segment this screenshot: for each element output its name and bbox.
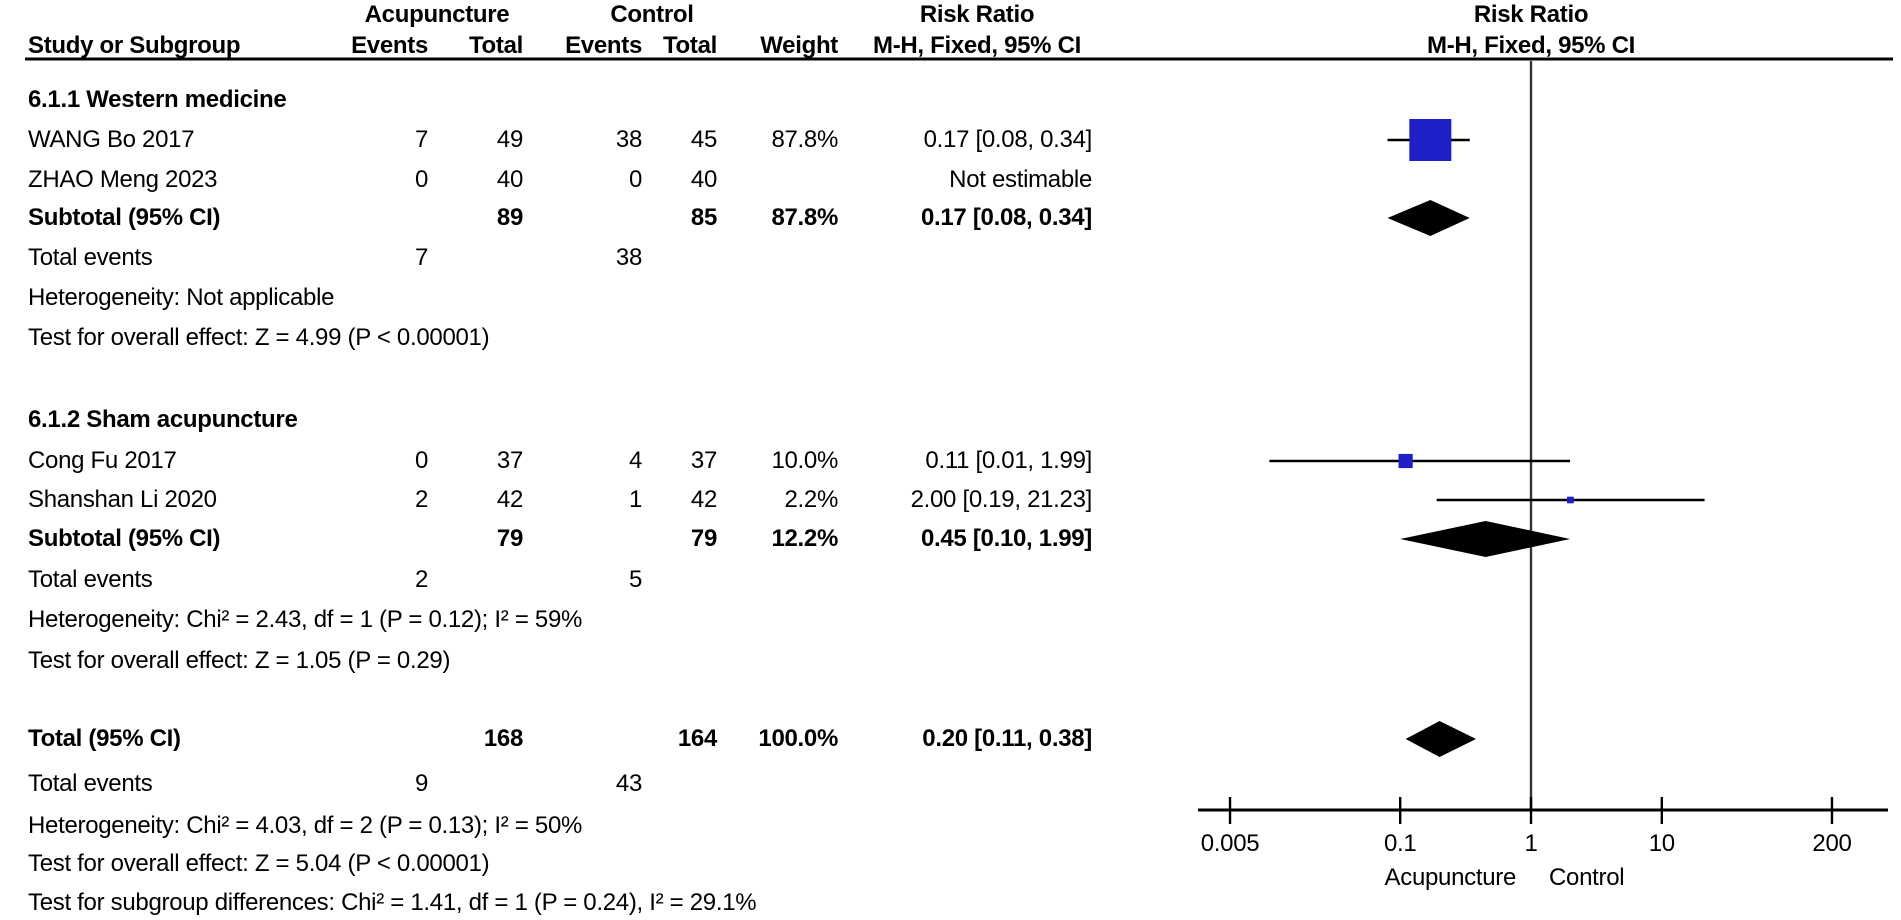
- total-control-cell: 45: [690, 126, 717, 153]
- ci-text-cell: 0.17 [0.08, 0.34]: [920, 204, 1092, 231]
- axis-tick-label: 0.005: [1200, 830, 1260, 857]
- effect-measure-header-plot: Risk Ratio: [1473, 1, 1589, 28]
- events-control-cell: 0: [628, 166, 642, 193]
- total-events-label: Total events: [28, 244, 153, 271]
- events-control-cell: 43: [615, 770, 642, 797]
- total-label: Total (95% CI): [28, 725, 181, 752]
- subtotal-label: Subtotal (95% CI): [28, 204, 221, 231]
- effect-square: [1409, 119, 1452, 161]
- subgroup-heading: 6.1.1 Western medicine: [28, 86, 287, 113]
- total-acupuncture-cell: 89: [496, 204, 523, 231]
- ci-text-cell: 0.20 [0.11, 0.38]: [922, 725, 1092, 752]
- effect-measure-header-left: Risk Ratio: [919, 1, 1035, 28]
- study-name: Cong Fu 2017: [28, 447, 177, 474]
- ci-text-cell: 2.00 [0.19, 21.23]: [910, 486, 1093, 513]
- pooled-diamond: [1400, 521, 1571, 557]
- effect-square: [1398, 453, 1413, 469]
- analysis-note: Heterogeneity: Not applicable: [28, 284, 335, 311]
- analysis-note: Test for overall effect: Z = 1.05 (P = 0…: [28, 647, 451, 674]
- analysis-note: Test for overall effect: Z = 4.99 (P < 0…: [28, 324, 490, 351]
- events-acupuncture-cell: 0: [414, 447, 428, 474]
- column-header-study: Study or Subgroup: [28, 32, 241, 59]
- axis-tick-label: 1: [1524, 830, 1538, 857]
- events-control-cell: 5: [628, 566, 642, 593]
- axis-tick-label: 200: [1812, 830, 1852, 857]
- analysis-note: Test for subgroup differences: Chi² = 1.…: [28, 889, 757, 916]
- analysis-note: Heterogeneity: Chi² = 4.03, df = 2 (P = …: [28, 812, 583, 839]
- subtotal-label: Subtotal (95% CI): [28, 525, 221, 552]
- column-group-header-acupuncture: Acupuncture: [364, 1, 510, 28]
- analysis-note: Heterogeneity: Chi² = 2.43, df = 1 (P = …: [28, 606, 583, 633]
- events-acupuncture-cell: 7: [414, 126, 428, 153]
- weight-cell: 10.0%: [771, 447, 838, 474]
- total-acupuncture-cell: 42: [496, 486, 523, 513]
- subgroup-heading: 6.1.2 Sham acupuncture: [28, 406, 298, 433]
- weight-cell: 2.2%: [784, 486, 838, 513]
- column-header-total-control: Total: [662, 32, 717, 59]
- total-control-cell: 79: [690, 525, 717, 552]
- events-acupuncture-cell: 2: [414, 566, 428, 593]
- total-acupuncture-cell: 40: [496, 166, 523, 193]
- events-control-cell: 4: [628, 447, 642, 474]
- column-header-method-plot: M-H, Fixed, 95% CI: [1427, 32, 1635, 59]
- total-control-cell: 40: [690, 166, 717, 193]
- column-group-header-control: Control: [610, 1, 694, 28]
- events-control-cell: 1: [628, 486, 642, 513]
- total-control-cell: 164: [677, 725, 717, 752]
- events-control-cell: 38: [615, 126, 642, 153]
- effect-square: [1567, 496, 1574, 504]
- events-acupuncture-cell: 9: [414, 770, 428, 797]
- total-acupuncture-cell: 79: [496, 525, 523, 552]
- total-acupuncture-cell: 49: [496, 126, 523, 153]
- favours-right-label: Control: [1549, 864, 1625, 891]
- total-control-cell: 42: [690, 486, 717, 513]
- events-control-cell: 38: [615, 244, 642, 271]
- total-acupuncture-cell: 37: [496, 447, 523, 474]
- ci-text-cell: 0.45 [0.10, 1.99]: [920, 525, 1092, 552]
- column-header-events-acupuncture: Events: [351, 32, 428, 59]
- weight-cell: 87.8%: [771, 204, 838, 231]
- favours-left-label: Acupuncture: [1384, 864, 1517, 891]
- axis-tick-label: 10: [1648, 830, 1675, 857]
- weight-cell: 12.2%: [771, 525, 838, 552]
- column-header-total-acupuncture: Total: [468, 32, 523, 59]
- analysis-note: Test for overall effect: Z = 5.04 (P < 0…: [28, 850, 490, 877]
- total-control-cell: 37: [690, 447, 717, 474]
- total-acupuncture-cell: 168: [483, 725, 523, 752]
- events-acupuncture-cell: 0: [414, 166, 428, 193]
- ci-text-cell: 0.17 [0.08, 0.34]: [923, 126, 1093, 153]
- pooled-diamond: [1387, 200, 1470, 236]
- weight-cell: 100.0%: [758, 725, 838, 752]
- axis-tick-label: 0.1: [1383, 830, 1417, 857]
- header-underline: [25, 57, 1893, 61]
- ci-text-cell: Not estimable: [949, 166, 1092, 193]
- events-acupuncture-cell: 2: [414, 486, 428, 513]
- study-name: WANG Bo 2017: [28, 126, 195, 153]
- weight-cell: 87.8%: [771, 126, 838, 153]
- total-events-label: Total events: [28, 770, 153, 797]
- column-header-weight: Weight: [760, 32, 838, 59]
- total-control-cell: 85: [690, 204, 717, 231]
- pooled-diamond: [1405, 721, 1477, 757]
- study-name: Shanshan Li 2020: [28, 486, 217, 513]
- column-header-events-control: Events: [565, 32, 642, 59]
- ci-text-cell: 0.11 [0.01, 1.99]: [925, 447, 1092, 474]
- study-name: ZHAO Meng 2023: [28, 166, 218, 193]
- total-events-label: Total events: [28, 566, 153, 593]
- events-acupuncture-cell: 7: [414, 244, 428, 271]
- column-header-method-left: M-H, Fixed, 95% CI: [873, 32, 1081, 59]
